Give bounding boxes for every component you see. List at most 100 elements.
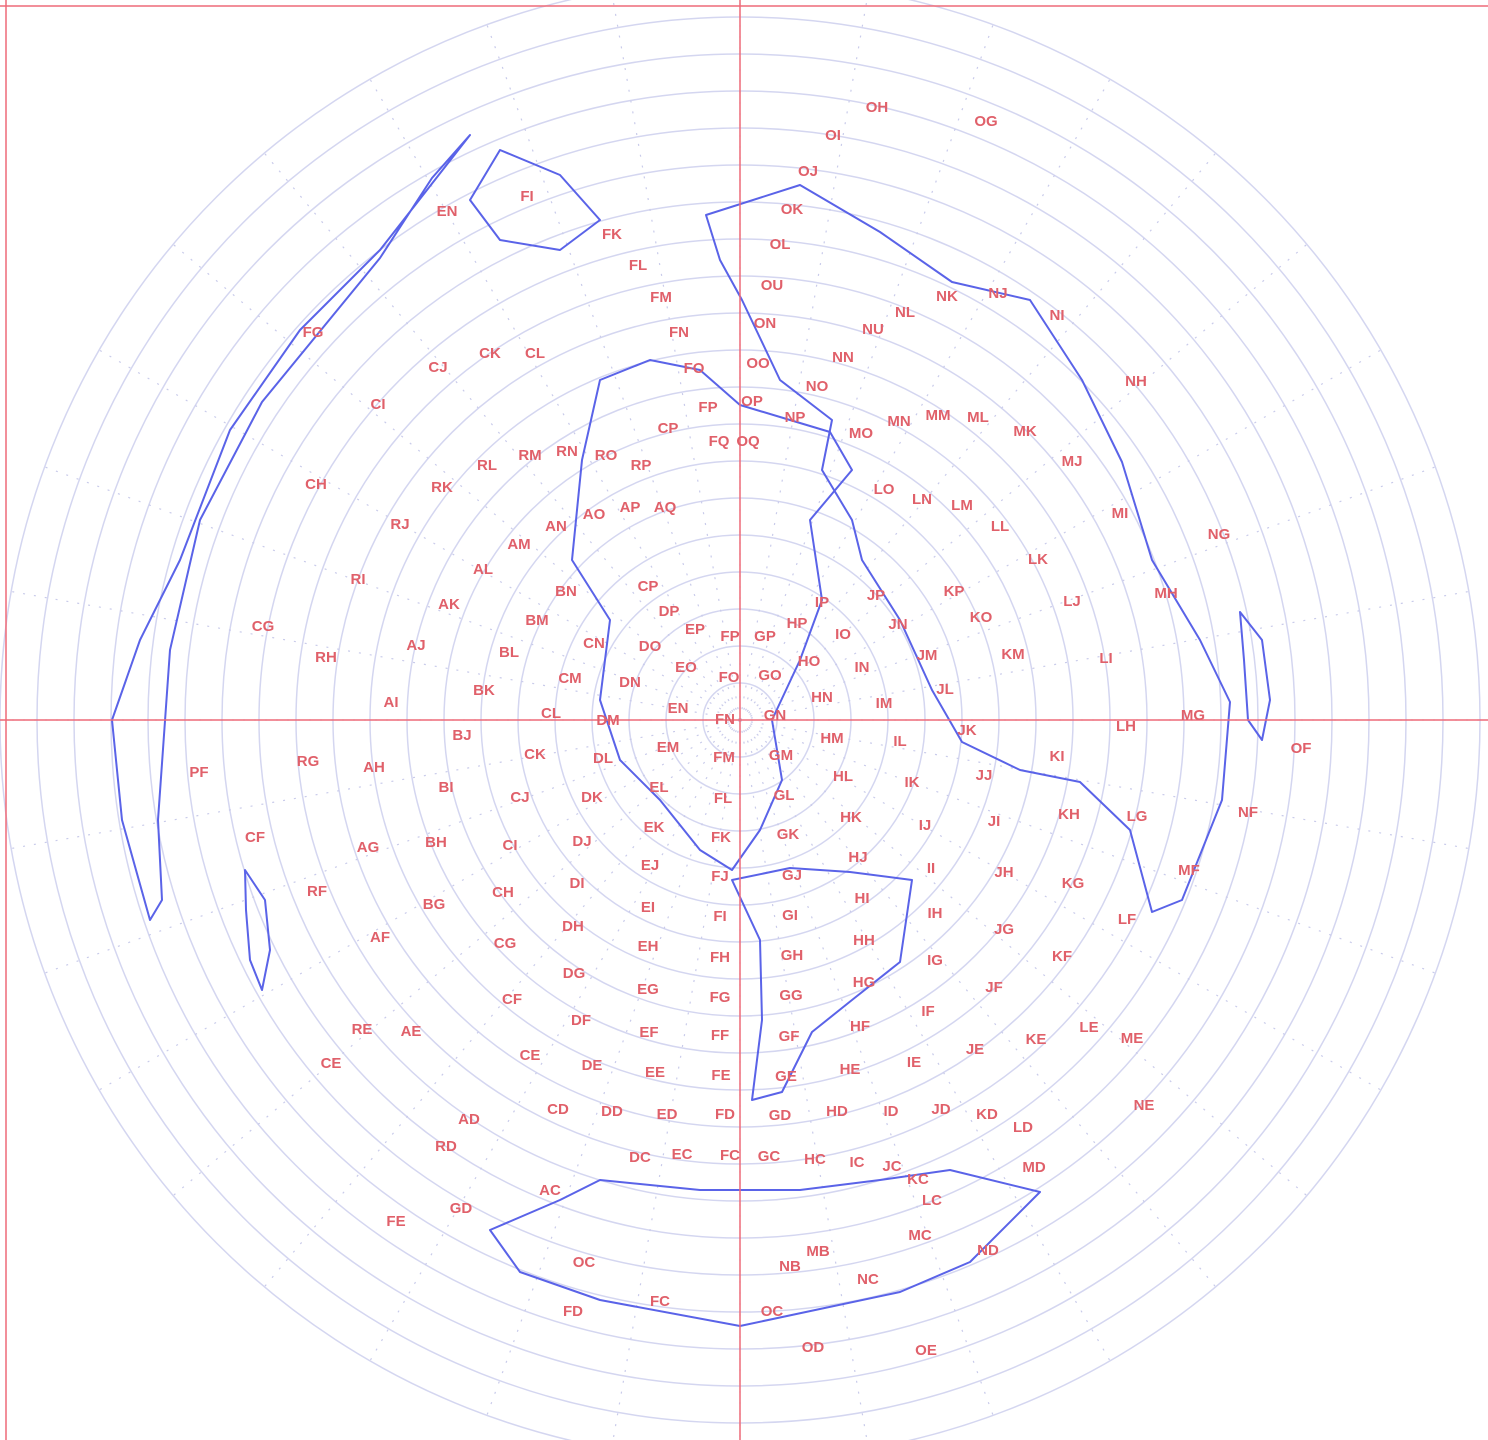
grid-locator: DD: [601, 1103, 623, 1120]
grid-locator: JK: [957, 722, 976, 739]
grid-locator: KD: [976, 1106, 998, 1123]
grid-locator: ME: [1121, 1030, 1144, 1047]
grid-locator: AJ: [406, 637, 425, 654]
grid-locator: JC: [882, 1158, 901, 1175]
grid-locator: JJ: [976, 767, 993, 784]
grid-locator: NJ: [988, 285, 1007, 302]
bearing-line: [11, 590, 741, 721]
grid-locator: KP: [944, 583, 965, 600]
grid-locator: NH: [1125, 373, 1147, 390]
grid-locator: GH: [781, 947, 804, 964]
grid-locator: DL: [593, 750, 613, 767]
grid-locator: OI: [825, 127, 841, 144]
grid-locator: FD: [715, 1106, 735, 1123]
grid-locator: IP: [815, 594, 829, 611]
grid-locator: RF: [307, 883, 327, 900]
grid-locator: DO: [639, 638, 662, 655]
grid-locator: AP: [620, 499, 641, 516]
grid-locator: OG: [974, 113, 997, 130]
grid-locator: NK: [936, 288, 958, 305]
grid-locator: GL: [774, 787, 795, 804]
grid-locator: EJ: [641, 857, 659, 874]
grid-locator: HC: [804, 1151, 826, 1168]
grid-locator: LM: [951, 497, 973, 514]
grid-locator: HG: [853, 974, 876, 991]
bearing-line: [98, 719, 741, 1091]
grid-locator: NO: [806, 378, 829, 395]
grid-locator: FP: [698, 399, 717, 416]
grid-locator: FH: [710, 949, 730, 966]
grid-locator: JL: [936, 681, 954, 698]
grid-locator: JF: [985, 979, 1003, 996]
grid-locator: FC: [650, 1293, 670, 1310]
grid-locator: HP: [787, 615, 808, 632]
coastline: [1239, 611, 1271, 741]
grid-locator: AQ: [654, 499, 677, 516]
grid-locator: LJ: [1063, 593, 1081, 610]
grid-locator: AL: [473, 561, 493, 578]
bearing-line: [263, 152, 741, 721]
grid-locator: KC: [907, 1171, 929, 1188]
grid-locator: JN: [888, 616, 907, 633]
grid-locator: NL: [895, 304, 915, 321]
grid-locator: NU: [862, 321, 884, 338]
grid-locator: RG: [297, 753, 320, 770]
grid-locator: LG: [1127, 808, 1148, 825]
grid-locator: MM: [926, 407, 951, 424]
grid-locator: RD: [435, 1138, 457, 1155]
grid-locator: GC: [758, 1148, 781, 1165]
grid-locator: MO: [849, 425, 873, 442]
grid-locator: EN: [668, 700, 689, 717]
grid-locator: LI: [1099, 650, 1112, 667]
coastline: [244, 869, 271, 991]
grid-labels: OHOGOIOJOKOLOUONOOOPFIENFKFLFMFNFOFPFGCJ…: [189, 99, 1311, 1359]
grid-locator: FC: [720, 1147, 740, 1164]
bearing-line: [739, 349, 1382, 721]
grid-locator: KI: [1050, 748, 1065, 765]
grid-locator: NE: [1134, 1097, 1155, 1114]
coastline: [571, 359, 853, 871]
coastline: [469, 149, 601, 251]
grid-locator: RL: [477, 457, 497, 474]
grid-locator: FI: [520, 188, 533, 205]
grid-locator: HN: [811, 689, 833, 706]
grid-locator: CH: [492, 884, 514, 901]
grid-locator: FL: [629, 257, 647, 274]
grid-locator: DH: [562, 918, 584, 935]
grid-locator: ND: [977, 1242, 999, 1259]
grid-locator: RM: [518, 447, 541, 464]
grid-locator: HE: [840, 1061, 861, 1078]
grid-locator: GD: [450, 1200, 473, 1217]
grid-locator: RP: [631, 457, 652, 474]
grid-locator: AM: [507, 536, 530, 553]
grid-locator: GD: [769, 1107, 792, 1124]
grid-locator: CE: [520, 1047, 541, 1064]
grid-locator: CI: [371, 396, 386, 413]
grid-locator: LO: [874, 481, 895, 498]
grid-locator: HI: [855, 890, 870, 907]
grid-locator: MB: [806, 1243, 829, 1260]
grid-locator: MH: [1154, 585, 1177, 602]
grid-locator: MK: [1013, 423, 1036, 440]
bearing-line: [739, 466, 1436, 721]
grid-locator: IH: [928, 905, 943, 922]
grid-locator: EF: [639, 1024, 658, 1041]
grid-locator: RO: [595, 447, 618, 464]
grid-locator: JE: [966, 1041, 984, 1058]
grid-locator: RE: [352, 1021, 373, 1038]
bearing-line: [44, 466, 741, 721]
grid-locator: IJ: [919, 817, 932, 834]
grid-locator: OE: [915, 1342, 937, 1359]
bearing-line: [739, 243, 1308, 721]
bearing-line: [739, 24, 994, 721]
bearing-line: [739, 719, 1469, 850]
grid-locator: DE: [582, 1057, 603, 1074]
grid-locator: CE: [321, 1055, 342, 1072]
grid-locator: AD: [458, 1111, 480, 1128]
grid-locator: GN: [764, 707, 787, 724]
grid-locator: JG: [994, 921, 1014, 938]
bearing-line: [369, 78, 741, 721]
bearing-line: [739, 719, 1382, 1091]
grid-locator: AE: [401, 1023, 422, 1040]
grid-locator: II: [927, 860, 935, 877]
